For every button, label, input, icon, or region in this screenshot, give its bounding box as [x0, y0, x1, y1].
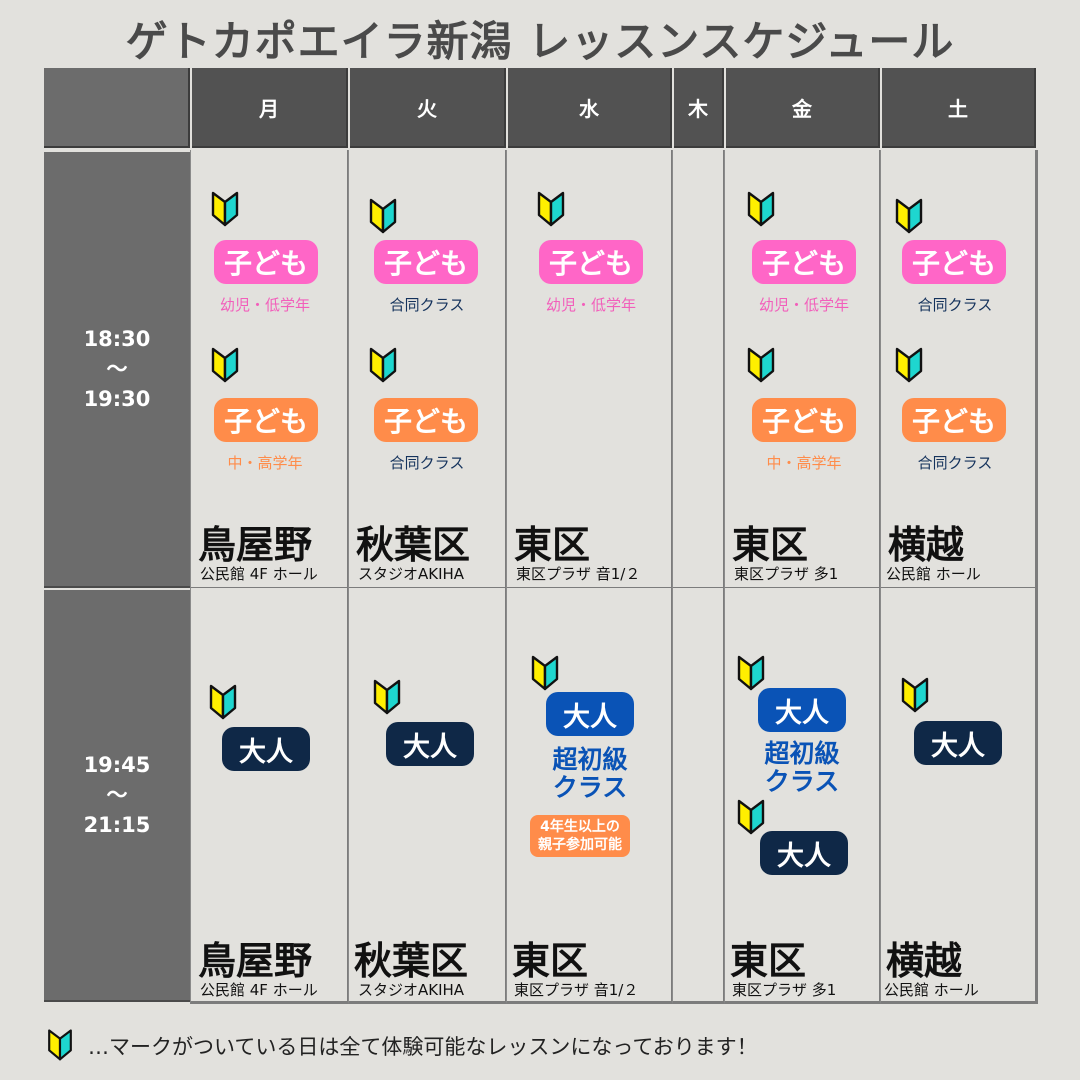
page-title: ゲトカポエイラ新潟 レッスンスケジュール [125, 17, 955, 66]
wakaba-mark-icon [736, 796, 766, 836]
adult-class-badge: 大人 [222, 727, 310, 771]
venue-name: 鳥屋野 [198, 939, 313, 983]
adult-class-badge: 大人 [758, 688, 846, 732]
kids-class-level: 幼児・低学年 [758, 296, 849, 314]
time-end: 21:15 [83, 813, 151, 837]
venue-name: 横越 [888, 523, 965, 567]
kids-class-level: 合同クラス [917, 454, 993, 472]
venue-detail: スタジオAKIHA [358, 981, 465, 999]
kids-class-badge: 子ども [752, 240, 856, 284]
wakaba-mark-icon [368, 344, 398, 384]
venue-detail: 公民館 ホール [884, 981, 979, 999]
kids-class-level: 合同クラス [389, 454, 465, 472]
venue-name: 鳥屋野 [198, 523, 313, 567]
wakaba-mark-icon [210, 344, 240, 384]
venue-detail: 東区プラザ 音1/２ [514, 981, 639, 999]
header-day-fri: 金 [726, 68, 880, 148]
adult-class-badge: 大人 [386, 722, 474, 766]
footer-note: …マークがついている日は全て体験可能なレッスンになっております！ [88, 1035, 758, 1059]
time-separator: ～ [106, 783, 128, 807]
kids-class-level: 合同クラス [917, 296, 993, 314]
venue-name: 東区 [730, 939, 807, 983]
cell-sat-night [880, 588, 1038, 1004]
venue-detail: 東区プラザ 多1 [732, 981, 837, 999]
venue-detail: 東区プラザ 多1 [734, 565, 839, 583]
beginner-class-label: 超初級 クラス [764, 739, 840, 796]
venue-detail: 公民館 4F ホール [200, 565, 318, 583]
venue-name: 秋葉区 [356, 523, 471, 567]
beginner-class-label: 超初級 クラス [552, 745, 628, 802]
cell-fri-night [724, 588, 882, 1004]
venue-detail: 公民館 ホール [886, 565, 981, 583]
wakaba-mark-icon [368, 195, 398, 235]
kids-class-level: 幼児・低学年 [545, 296, 636, 314]
family-participation-note: 4年生以上の 親子参加可能 [530, 815, 630, 857]
wakaba-mark-icon [746, 188, 776, 228]
wakaba-mark-icon [208, 681, 238, 721]
wakaba-mark-icon [894, 195, 924, 235]
wakaba-mark-icon [372, 676, 402, 716]
kids-class-level: 中・高学年 [766, 454, 842, 472]
kids-class-badge: 子ども [374, 398, 478, 442]
adult-class-badge: 大人 [914, 721, 1002, 765]
wakaba-mark-icon [900, 674, 930, 714]
time-start: 18:30 [83, 327, 151, 351]
kids-class-badge: 子ども [374, 240, 478, 284]
kids-class-level: 幼児・低学年 [219, 296, 310, 314]
time-end: 19:30 [83, 387, 151, 411]
kids-class-badge: 子ども [214, 398, 318, 442]
cell-thu-evening [672, 150, 726, 590]
wakaba-mark-icon [736, 652, 766, 692]
adult-class-badge: 大人 [760, 831, 848, 875]
header-day-sat: 土 [882, 68, 1036, 148]
wakaba-mark-icon [894, 344, 924, 384]
wakaba-mark-icon [746, 344, 776, 384]
wakaba-mark-icon [46, 1026, 74, 1062]
venue-name: 横越 [886, 939, 963, 983]
header-day-tue: 火 [350, 68, 506, 148]
time-slot-night: 19:45 ～ 21:15 [44, 590, 190, 1002]
venue-name: 東区 [732, 523, 809, 567]
time-start: 19:45 [83, 753, 151, 777]
kids-class-badge: 子ども [214, 240, 318, 284]
venue-detail: 東区プラザ 音1/２ [516, 565, 641, 583]
cell-thu-night [672, 588, 726, 1004]
adult-class-badge: 大人 [546, 692, 634, 736]
time-slot-evening: 18:30 ～ 19:30 [44, 152, 190, 588]
wakaba-mark-icon [536, 188, 566, 228]
venue-name: 東区 [512, 939, 589, 983]
header-corner [44, 68, 190, 148]
wakaba-mark-icon [210, 188, 240, 228]
venue-detail: スタジオAKIHA [358, 565, 465, 583]
venue-detail: 公民館 4F ホール [200, 981, 318, 999]
header-day-wed: 水 [508, 68, 672, 148]
kids-class-badge: 子ども [752, 398, 856, 442]
venue-name: 東区 [514, 523, 591, 567]
header-day-mon: 月 [192, 68, 348, 148]
kids-class-level: 中・高学年 [227, 454, 303, 472]
venue-name: 秋葉区 [354, 939, 469, 983]
kids-class-badge: 子ども [539, 240, 643, 284]
header-day-thu: 木 [674, 68, 724, 148]
kids-class-badge: 子ども [902, 398, 1006, 442]
wakaba-mark-icon [530, 652, 560, 692]
kids-class-badge: 子ども [902, 240, 1006, 284]
cell-tue-night [348, 588, 508, 1004]
kids-class-level: 合同クラス [389, 296, 465, 314]
time-separator: ～ [106, 357, 128, 381]
